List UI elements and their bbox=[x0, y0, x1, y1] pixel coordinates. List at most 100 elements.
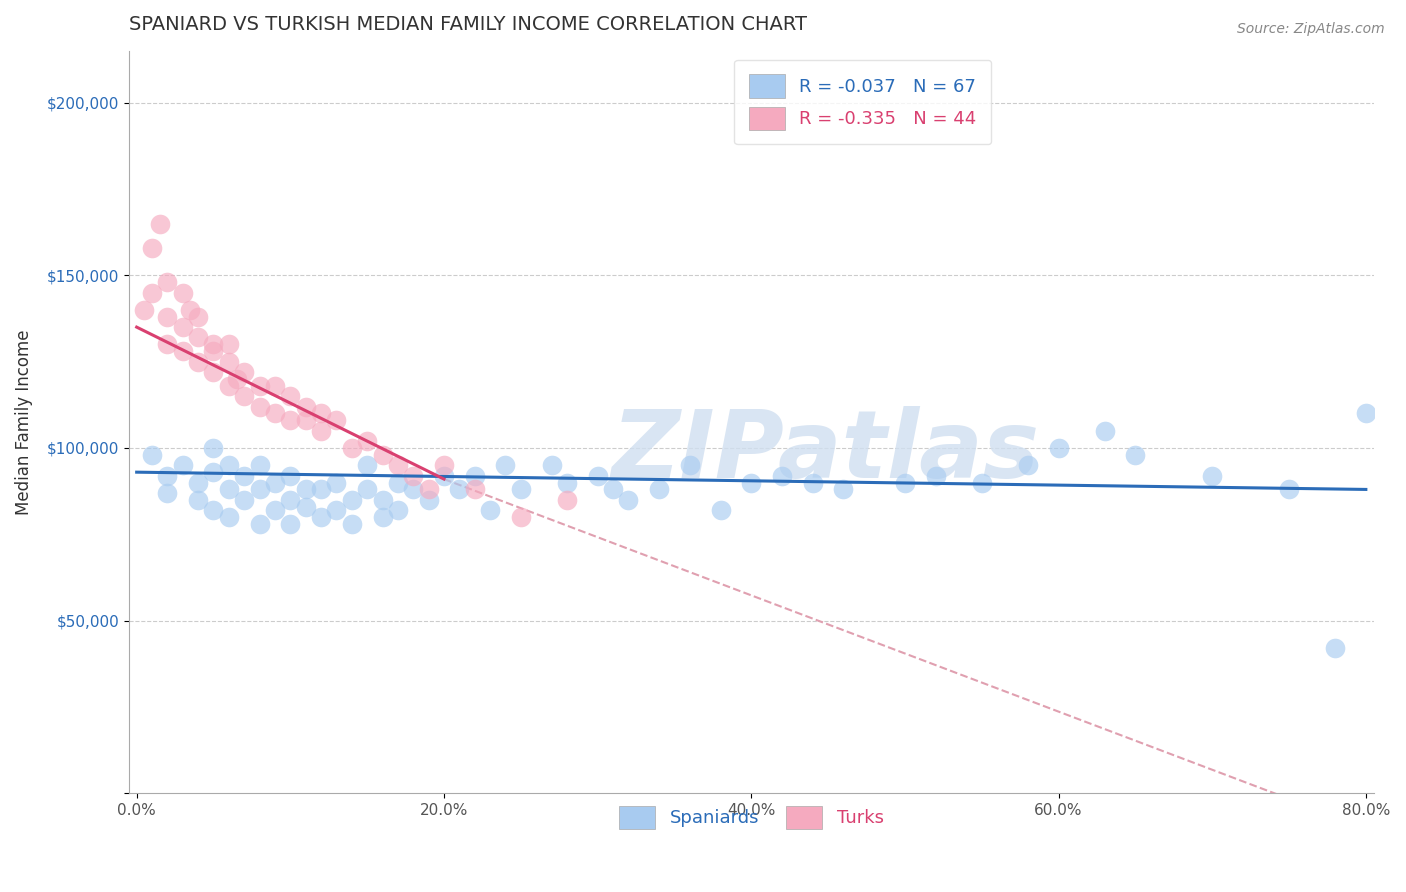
Point bbox=[387, 475, 409, 490]
Point bbox=[141, 448, 163, 462]
Point bbox=[278, 468, 301, 483]
Point bbox=[309, 510, 332, 524]
Point bbox=[141, 241, 163, 255]
Point bbox=[156, 310, 179, 324]
Point bbox=[218, 354, 240, 368]
Point bbox=[187, 310, 209, 324]
Point bbox=[202, 344, 225, 359]
Text: SPANIARD VS TURKISH MEDIAN FAMILY INCOME CORRELATION CHART: SPANIARD VS TURKISH MEDIAN FAMILY INCOME… bbox=[129, 15, 807, 34]
Point bbox=[402, 483, 425, 497]
Point bbox=[294, 483, 316, 497]
Point bbox=[340, 492, 363, 507]
Point bbox=[924, 468, 946, 483]
Point bbox=[340, 516, 363, 531]
Point bbox=[433, 468, 456, 483]
Point bbox=[218, 458, 240, 473]
Point bbox=[249, 379, 271, 393]
Point bbox=[179, 302, 201, 317]
Point bbox=[309, 424, 332, 438]
Point bbox=[679, 458, 702, 473]
Point bbox=[172, 458, 194, 473]
Point bbox=[387, 503, 409, 517]
Point bbox=[202, 441, 225, 455]
Point bbox=[1125, 448, 1147, 462]
Point bbox=[479, 503, 502, 517]
Point bbox=[740, 475, 762, 490]
Point bbox=[149, 217, 172, 231]
Point bbox=[134, 302, 156, 317]
Point bbox=[156, 275, 179, 289]
Point bbox=[187, 354, 209, 368]
Point bbox=[156, 337, 179, 351]
Point bbox=[356, 458, 378, 473]
Point bbox=[464, 483, 486, 497]
Point bbox=[509, 510, 531, 524]
Point bbox=[309, 407, 332, 421]
Legend: Spaniards, Turks: Spaniards, Turks bbox=[612, 798, 891, 837]
Point bbox=[249, 458, 271, 473]
Point bbox=[325, 413, 347, 427]
Point bbox=[278, 413, 301, 427]
Point bbox=[264, 475, 287, 490]
Point bbox=[202, 503, 225, 517]
Y-axis label: Median Family Income: Median Family Income bbox=[15, 329, 32, 515]
Point bbox=[249, 516, 271, 531]
Point bbox=[770, 468, 793, 483]
Point bbox=[218, 337, 240, 351]
Point bbox=[433, 458, 456, 473]
Point bbox=[555, 475, 578, 490]
Point bbox=[1017, 458, 1039, 473]
Point bbox=[371, 492, 394, 507]
Point bbox=[356, 483, 378, 497]
Point bbox=[187, 475, 209, 490]
Point bbox=[1047, 441, 1070, 455]
Point bbox=[141, 285, 163, 300]
Point bbox=[278, 492, 301, 507]
Point bbox=[555, 492, 578, 507]
Point bbox=[1094, 424, 1116, 438]
Point bbox=[187, 330, 209, 344]
Point bbox=[387, 458, 409, 473]
Point bbox=[648, 483, 671, 497]
Point bbox=[371, 510, 394, 524]
Point bbox=[540, 458, 562, 473]
Point bbox=[218, 483, 240, 497]
Point bbox=[402, 468, 425, 483]
Point bbox=[586, 468, 609, 483]
Point bbox=[294, 500, 316, 514]
Point bbox=[1278, 483, 1301, 497]
Point bbox=[371, 448, 394, 462]
Point bbox=[172, 320, 194, 334]
Point bbox=[172, 285, 194, 300]
Point bbox=[218, 510, 240, 524]
Point bbox=[325, 475, 347, 490]
Point bbox=[1324, 641, 1347, 656]
Point bbox=[294, 400, 316, 414]
Point bbox=[970, 475, 993, 490]
Point bbox=[156, 486, 179, 500]
Point bbox=[356, 434, 378, 448]
Point bbox=[617, 492, 640, 507]
Point bbox=[418, 492, 440, 507]
Point bbox=[172, 344, 194, 359]
Point bbox=[233, 492, 256, 507]
Point bbox=[832, 483, 855, 497]
Point bbox=[233, 468, 256, 483]
Point bbox=[294, 413, 316, 427]
Point bbox=[709, 503, 731, 517]
Point bbox=[340, 441, 363, 455]
Point bbox=[418, 483, 440, 497]
Point bbox=[202, 365, 225, 379]
Point bbox=[309, 483, 332, 497]
Point bbox=[264, 379, 287, 393]
Point bbox=[278, 389, 301, 403]
Text: ZIPatlas: ZIPatlas bbox=[612, 406, 1040, 498]
Point bbox=[264, 503, 287, 517]
Point bbox=[449, 483, 471, 497]
Point bbox=[509, 483, 531, 497]
Point bbox=[1201, 468, 1223, 483]
Point bbox=[464, 468, 486, 483]
Point bbox=[278, 516, 301, 531]
Point bbox=[202, 337, 225, 351]
Point bbox=[249, 400, 271, 414]
